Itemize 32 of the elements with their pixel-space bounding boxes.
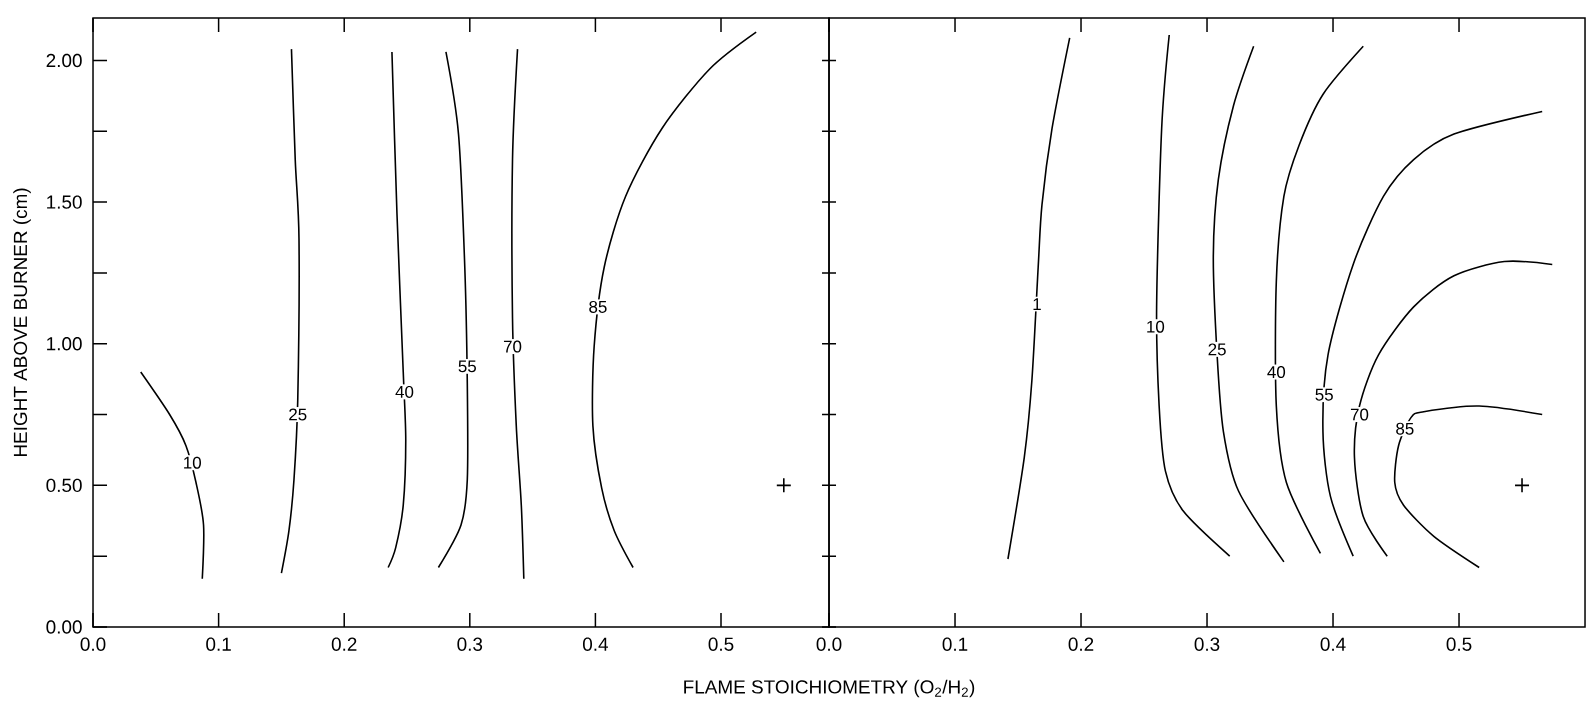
- y-axis-title: HEIGHT ABOVE BURNER (cm): [13, 188, 31, 457]
- x-tick-label: 0.5: [1446, 637, 1472, 651]
- annotation: 70: [503, 340, 522, 353]
- annotation: 85: [1396, 422, 1414, 435]
- annotation: 55: [458, 360, 476, 373]
- annotation: 70: [1350, 408, 1369, 421]
- x-tick-label: 0.3: [457, 637, 483, 651]
- annotation: 25: [1208, 343, 1226, 356]
- x-tick-label: 0.3: [1194, 637, 1220, 651]
- y-tick-label: 1.00: [47, 337, 82, 351]
- x-tick-label: 0.1: [206, 637, 231, 651]
- x-axis-title: FLAME STOICHIOMETRY (O$_{2}$/H$_{2}$): [684, 679, 975, 698]
- y-tick-label: 1.50: [47, 195, 82, 209]
- annotation: 85: [589, 300, 607, 313]
- x-tick-label: 0.1: [942, 637, 968, 651]
- annotation: 10: [1147, 320, 1165, 333]
- y-tick-label: 0.50: [46, 478, 82, 493]
- x-tick-label: 0.2: [331, 637, 357, 651]
- x-tick-label: 0.2: [1068, 637, 1094, 651]
- x-tick-label: 0.4: [1320, 637, 1346, 651]
- annotation: 10: [184, 456, 201, 469]
- annotation: 55: [1315, 388, 1333, 401]
- x-tick-label: 0.5: [708, 637, 734, 651]
- x-tick-label: 0.4: [582, 637, 609, 651]
- y-tick-label: 0.00: [46, 620, 82, 634]
- annotation: 40: [395, 385, 414, 398]
- x-tick-label: 0.0: [816, 637, 842, 651]
- y-tick-label: 2.00: [46, 53, 82, 68]
- annotation: 40: [1267, 366, 1286, 379]
- annotation: 25: [289, 408, 307, 421]
- annotation: 1: [1033, 298, 1041, 310]
- x-tick-label: 0.0: [80, 637, 106, 651]
